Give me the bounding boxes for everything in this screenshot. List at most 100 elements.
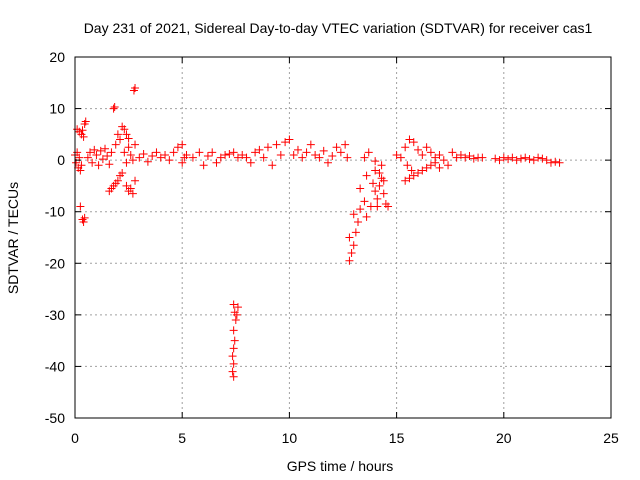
data-point <box>306 140 315 149</box>
data-point <box>336 148 345 157</box>
data-point <box>212 158 221 167</box>
data-point <box>263 143 272 152</box>
data-point <box>228 352 237 361</box>
x-tick-label: 15 <box>389 430 405 446</box>
data-point <box>122 158 131 167</box>
data-point <box>409 171 418 180</box>
data-point <box>98 155 107 164</box>
data-point <box>124 143 133 152</box>
data-point <box>182 150 191 159</box>
y-tick-label: 20 <box>49 49 65 65</box>
data-point <box>448 148 457 157</box>
data-point <box>360 153 369 162</box>
data-point <box>377 161 386 170</box>
data-point <box>323 158 332 167</box>
data-point <box>80 213 89 222</box>
data-point <box>435 163 444 172</box>
data-point <box>126 184 135 193</box>
data-point <box>230 336 239 345</box>
data-point <box>228 367 237 376</box>
data-point <box>461 153 470 162</box>
data-point <box>109 104 118 113</box>
data-point <box>538 154 547 163</box>
data-point <box>122 181 131 190</box>
data-point <box>452 153 461 162</box>
data-point <box>268 161 277 170</box>
data-point <box>259 153 268 162</box>
data-point <box>131 83 140 92</box>
data-point <box>521 153 530 162</box>
data-point <box>203 152 212 161</box>
data-point <box>143 157 152 166</box>
data-point <box>343 153 352 162</box>
data-point <box>551 157 560 166</box>
data-point <box>504 155 513 164</box>
data-point <box>426 148 435 157</box>
data-point <box>529 156 538 165</box>
data-point <box>426 161 435 170</box>
data-point <box>431 158 440 167</box>
y-tick-label: -30 <box>45 307 65 323</box>
data-point <box>418 150 427 159</box>
data-point <box>456 150 465 159</box>
data-point <box>229 300 238 309</box>
data-point <box>392 150 401 159</box>
y-tick-label: 10 <box>49 101 65 117</box>
data-point <box>354 218 363 227</box>
data-point <box>351 228 360 237</box>
y-tick-label: 0 <box>57 152 65 168</box>
data-point <box>360 197 369 206</box>
data-point <box>422 163 431 172</box>
data-point <box>238 150 247 159</box>
data-point <box>332 143 341 152</box>
data-point <box>229 359 238 368</box>
data-point <box>285 135 294 144</box>
data-point <box>233 153 242 162</box>
data-point <box>508 153 517 162</box>
data-point <box>347 248 356 257</box>
data-point <box>110 103 119 112</box>
data-point <box>79 218 88 227</box>
data-point <box>86 148 95 157</box>
data-point <box>371 166 380 175</box>
data-point <box>124 134 133 143</box>
data-point <box>122 130 131 139</box>
data-point <box>401 176 410 185</box>
data-point <box>113 176 122 185</box>
data-point <box>379 189 388 198</box>
data-point <box>542 156 551 165</box>
data-point <box>362 212 371 221</box>
data-point <box>525 155 534 164</box>
y-axis-label: SDTVAR / TECUs <box>5 182 21 294</box>
data-point <box>208 148 217 157</box>
x-tick-label: 25 <box>603 430 619 446</box>
data-point <box>232 310 241 319</box>
data-point <box>161 150 170 159</box>
data-point <box>78 126 87 135</box>
data-point <box>401 143 410 152</box>
data-point <box>76 166 85 175</box>
data-point <box>118 169 127 178</box>
data-point <box>96 146 105 155</box>
data-point <box>469 154 478 163</box>
data-point <box>255 145 264 154</box>
data-point <box>83 153 92 162</box>
x-tick-label: 5 <box>178 430 186 446</box>
data-point <box>414 145 423 154</box>
data-point <box>444 161 453 170</box>
data-point <box>371 157 380 166</box>
data-point <box>116 135 125 144</box>
data-point <box>139 149 148 158</box>
data-point <box>272 140 281 149</box>
data-point <box>229 344 238 353</box>
data-point <box>199 161 208 170</box>
data-point <box>546 158 555 167</box>
data-point <box>407 166 416 175</box>
data-point <box>298 153 307 162</box>
data-point <box>173 143 182 152</box>
data-series <box>71 83 564 381</box>
data-point <box>435 150 444 159</box>
data-point <box>229 372 238 381</box>
data-point <box>107 148 116 157</box>
x-axis-label: GPS time / hours <box>287 458 394 474</box>
